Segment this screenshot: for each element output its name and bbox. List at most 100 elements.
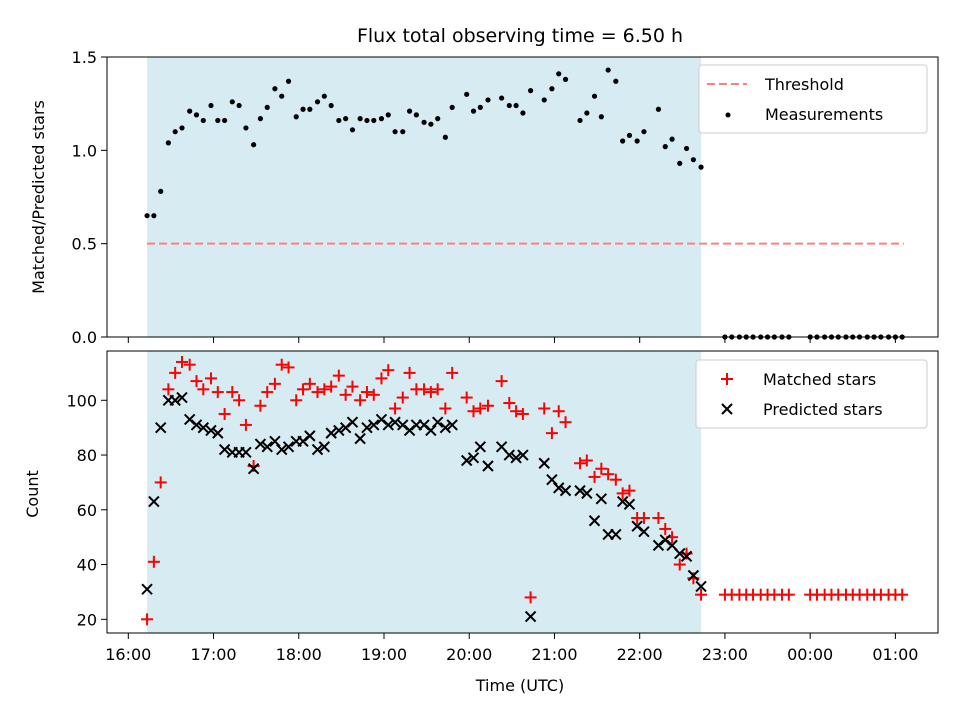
bottom-y-tick-label: 60	[77, 501, 97, 520]
matched-star-point	[297, 383, 310, 396]
matched-star-point	[141, 613, 154, 626]
bottom-y-tick-label: 20	[77, 610, 97, 629]
matched-star-point	[239, 418, 252, 431]
measurement-point	[470, 108, 477, 114]
matched-star-point	[325, 380, 338, 393]
predicted-star-point	[610, 528, 622, 541]
predicted-star-point	[623, 498, 636, 511]
measurement-point	[690, 157, 696, 163]
matched-star-point	[538, 402, 551, 415]
predicted-star-point	[354, 432, 366, 445]
predicted-star-point	[361, 421, 373, 434]
measurement-point	[485, 97, 491, 103]
predicted-star-point	[368, 419, 380, 431]
measurement-point	[520, 110, 526, 116]
matched-star-point	[190, 375, 203, 388]
matched-star-point	[467, 405, 480, 418]
predicted-star-point	[141, 583, 153, 595]
top-x-ticks	[127, 337, 896, 343]
measurement-point	[549, 86, 555, 92]
predicted-star-point	[318, 441, 331, 453]
measurement-point	[321, 93, 327, 99]
matched-star-point	[574, 457, 587, 470]
predicted-star-point	[538, 457, 550, 469]
matched-star-point	[154, 476, 167, 489]
x-axis-label: Time (UTC)	[475, 676, 564, 695]
measurement-point	[541, 97, 547, 103]
matched-star-point	[503, 397, 516, 410]
measurement-point	[598, 114, 604, 120]
measurement-point	[428, 121, 434, 127]
x-tick-label: 00:00	[787, 645, 833, 664]
matched-star-point	[609, 473, 622, 486]
measurement-point	[435, 116, 441, 122]
predicted-star-point	[382, 419, 394, 431]
matched-star-point	[204, 372, 217, 385]
predicted-star-point	[553, 482, 565, 494]
matched-star-point	[197, 383, 210, 396]
predicted-star-point	[574, 484, 586, 497]
measurement-point	[698, 164, 704, 170]
predicted-star-point	[460, 454, 473, 467]
matched-star-point	[623, 484, 636, 497]
measurement-point	[683, 145, 690, 152]
measurement-point	[477, 104, 483, 110]
predicted-star-point	[674, 547, 686, 560]
measurement-point	[371, 117, 377, 124]
matched-star-point	[403, 366, 416, 379]
matched-star-point	[659, 522, 672, 535]
predicted-star-point	[503, 449, 515, 461]
measurement-point	[243, 125, 249, 131]
matched-star-point	[424, 386, 437, 399]
measurement-point	[272, 86, 278, 92]
measurement-point	[677, 160, 683, 166]
measurement-point	[556, 71, 562, 77]
measurement-point	[343, 116, 349, 122]
matched-star-point	[516, 407, 529, 420]
matched-star-point	[481, 399, 494, 412]
matched-star-point	[162, 383, 175, 396]
measurement-point	[669, 136, 675, 142]
predicted-star-point	[205, 424, 217, 437]
matched-star-point	[559, 416, 572, 429]
predicted-star-point	[176, 391, 188, 404]
predicted-star-point	[261, 441, 273, 453]
matched-legend-swatch	[721, 373, 733, 385]
measurement-point	[385, 112, 391, 118]
matched-star-point	[318, 383, 331, 396]
predicted-star-point	[218, 443, 231, 456]
predicted-star-point	[581, 487, 593, 500]
matched-star-point	[375, 372, 388, 385]
measurement-point	[613, 78, 619, 84]
measurement-point	[300, 106, 306, 112]
measurement-point	[641, 129, 647, 135]
matched-star-point	[389, 402, 402, 415]
matched-star-point	[460, 391, 473, 404]
measurement-point	[527, 88, 534, 94]
measurement-point	[236, 102, 242, 109]
measurement-point	[605, 67, 611, 73]
predicted-star-point	[148, 495, 160, 508]
measurement-point	[314, 99, 321, 105]
measurement-point	[179, 125, 185, 131]
predicted-star-point	[517, 449, 529, 461]
measurement-point	[442, 134, 448, 140]
predicted-star-point	[695, 580, 707, 593]
predicted-star-point	[439, 421, 452, 434]
top-axes-frame	[106, 56, 939, 338]
predicted-star-point	[325, 427, 337, 439]
predicted-star-point	[254, 438, 267, 450]
matched-star-point	[290, 394, 303, 407]
predicted-star-point	[333, 424, 345, 437]
matched-star-point	[616, 487, 629, 500]
predicted-star-point	[616, 495, 629, 508]
x-tick-label: 16:00	[105, 645, 151, 664]
measurement-point	[392, 129, 398, 135]
measurements-legend-label: Measurements	[765, 105, 883, 124]
predicted-star-point	[467, 452, 480, 464]
measurement-points	[144, 67, 905, 340]
measurements-legend-swatch	[725, 112, 731, 118]
panel-bottom: 20 40 60 80 100 16:00 17:00 18:00 19:00 20:00 21:…	[23, 350, 939, 695]
predicted-star-point	[389, 416, 401, 428]
x-tick-label: 19:00	[361, 645, 407, 664]
